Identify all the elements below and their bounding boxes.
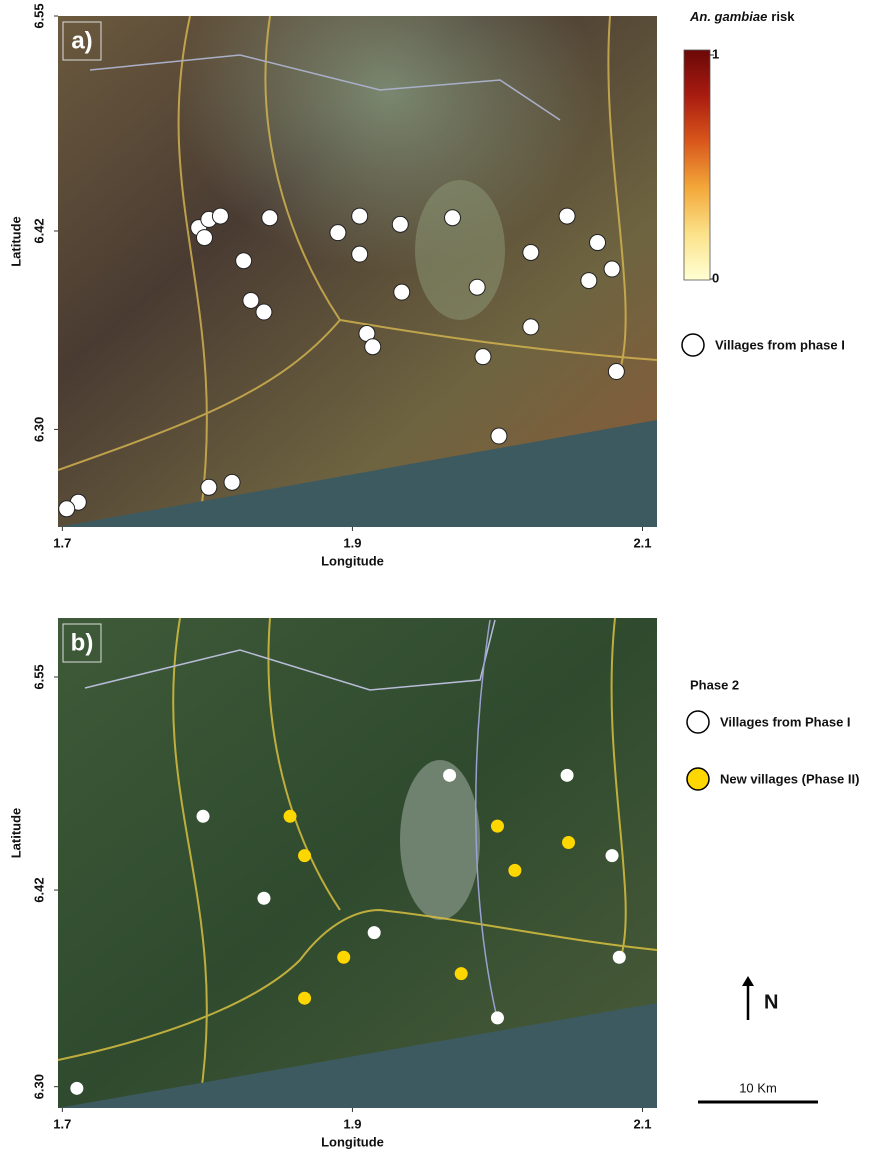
village-point bbox=[201, 479, 217, 495]
village-point bbox=[298, 992, 311, 1005]
village-point bbox=[444, 210, 460, 226]
village-point bbox=[330, 225, 346, 241]
village-point bbox=[352, 208, 368, 224]
map-background bbox=[58, 618, 657, 1108]
village-point bbox=[196, 230, 212, 246]
map-background bbox=[58, 16, 657, 527]
x-tick-label: 1.9 bbox=[343, 535, 361, 550]
legend-marker bbox=[682, 334, 704, 356]
colorbar-title: An. gambiae risk bbox=[689, 9, 795, 24]
village-point bbox=[224, 474, 240, 490]
village-point bbox=[368, 926, 381, 939]
village-point bbox=[562, 836, 575, 849]
village-point bbox=[298, 849, 311, 862]
village-point bbox=[491, 820, 504, 833]
x-tick-label: 2.1 bbox=[633, 1116, 651, 1131]
village-point bbox=[581, 273, 597, 289]
north-arrow-head bbox=[742, 976, 754, 986]
village-point bbox=[197, 810, 210, 823]
legend-marker bbox=[687, 711, 709, 733]
scale-label: 10 Km bbox=[739, 1080, 777, 1095]
y-tick-label: 6.55 bbox=[31, 664, 46, 689]
panel-label: a) bbox=[71, 27, 92, 54]
village-point bbox=[561, 769, 574, 782]
legend-marker bbox=[687, 768, 709, 790]
village-point bbox=[59, 501, 75, 517]
village-point bbox=[613, 951, 626, 964]
village-point bbox=[523, 319, 539, 335]
legend-label: Villages from phase I bbox=[715, 337, 845, 352]
village-point bbox=[365, 339, 381, 355]
x-tick-label: 1.7 bbox=[53, 535, 71, 550]
colorbar-title-species: An. gambiae bbox=[689, 9, 767, 24]
panel-label: b) bbox=[71, 629, 94, 656]
village-point bbox=[443, 769, 456, 782]
y-axis-title: Latitude bbox=[8, 216, 23, 267]
village-point bbox=[212, 208, 228, 224]
y-tick-label: 6.30 bbox=[31, 417, 46, 442]
village-point bbox=[256, 304, 272, 320]
colorbar bbox=[684, 50, 710, 280]
village-point bbox=[491, 428, 507, 444]
village-point bbox=[394, 284, 410, 300]
x-tick-label: 1.9 bbox=[343, 1116, 361, 1131]
village-point bbox=[508, 864, 521, 877]
village-point bbox=[243, 292, 259, 308]
village-point bbox=[70, 1082, 83, 1095]
village-point bbox=[608, 364, 624, 380]
village-point bbox=[604, 261, 620, 277]
village-point bbox=[337, 951, 350, 964]
village-point bbox=[491, 1011, 504, 1024]
x-tick-label: 1.7 bbox=[53, 1116, 71, 1131]
y-axis-title: Latitude bbox=[8, 808, 23, 859]
x-axis-title: Longitude bbox=[321, 1134, 384, 1149]
y-tick-label: 6.55 bbox=[31, 3, 46, 28]
colorbar-tick-label: 0 bbox=[712, 270, 719, 285]
colorbar-title-text: risk bbox=[771, 9, 795, 24]
village-point bbox=[559, 208, 575, 224]
legend-title: Phase 2 bbox=[690, 677, 739, 692]
village-point bbox=[606, 849, 619, 862]
village-point bbox=[262, 210, 278, 226]
village-point bbox=[392, 216, 408, 232]
legend-label: Villages from Phase I bbox=[720, 714, 851, 729]
village-point bbox=[469, 279, 485, 295]
village-point bbox=[257, 892, 270, 905]
y-tick-label: 6.30 bbox=[31, 1074, 46, 1099]
figure: N 10 Km Phase 2 a) 1.7 1.9 2.1 6.30 6.42 6.55 L… bbox=[0, 0, 877, 1162]
village-point bbox=[352, 246, 368, 262]
village-point bbox=[523, 244, 539, 260]
village-point bbox=[284, 810, 297, 823]
x-tick-label: 2.1 bbox=[633, 535, 651, 550]
village-point bbox=[236, 253, 252, 269]
y-tick-label: 6.42 bbox=[31, 218, 46, 243]
village-point bbox=[590, 235, 606, 251]
north-label: N bbox=[764, 991, 778, 1013]
village-point bbox=[475, 349, 491, 365]
legend-label: New villages (Phase II) bbox=[720, 771, 859, 786]
x-axis-title: Longitude bbox=[321, 553, 384, 568]
colorbar-tick-label: 1 bbox=[712, 46, 719, 61]
y-tick-label: 6.42 bbox=[31, 877, 46, 902]
village-point bbox=[455, 967, 468, 980]
